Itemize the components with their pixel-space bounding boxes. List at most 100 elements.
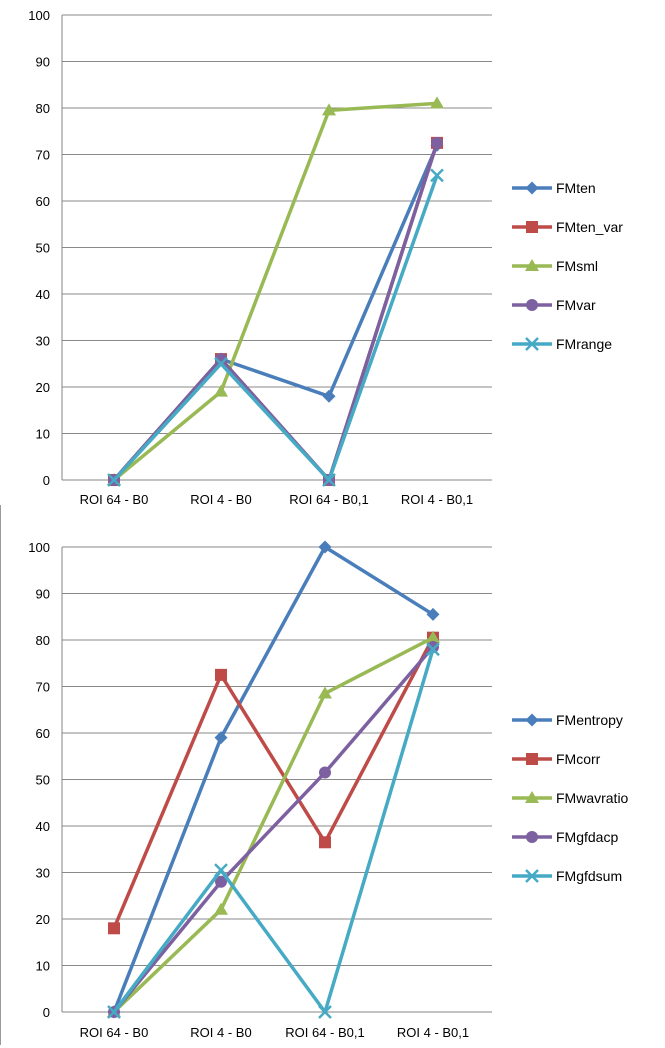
y-tick-label-10: 10 xyxy=(36,959,50,974)
legend-label-FMwavratio: FMwavratio xyxy=(556,790,629,806)
legend-item-FMvar: FMvar xyxy=(512,297,596,313)
legend-item-FMwavratio: FMwavratio xyxy=(512,790,629,806)
point-FMrange-4 xyxy=(430,168,444,183)
series-line-FMwavratio xyxy=(112,636,434,1014)
point-FMcorr-2 xyxy=(215,668,227,681)
legend-label-FMvar: FMvar xyxy=(556,297,596,313)
legend-label-FMentropy: FMentropy xyxy=(556,712,623,728)
legend-item-FMgfdsum: FMgfdsum xyxy=(512,868,622,884)
point-FMgfdsum-3 xyxy=(318,1005,332,1019)
point-FMrange-1 xyxy=(107,473,121,487)
point-FMwavratio-2 xyxy=(214,902,228,915)
legend-marker-FMvar xyxy=(526,299,538,311)
y-tick-label-70: 70 xyxy=(36,680,50,695)
series-line-FMcorr xyxy=(112,636,435,929)
legend-item-FMrange: FMrange xyxy=(512,336,612,352)
point-FMentropy-3 xyxy=(318,540,332,554)
series-FMwavratio xyxy=(107,630,440,1017)
legend-marker-FMgfdacp xyxy=(526,831,538,843)
y-tick-label-70: 70 xyxy=(36,148,50,163)
legend-marker-FMgfdsum xyxy=(525,869,539,883)
x-tick-label-2: ROI 4 - B0 xyxy=(190,492,251,507)
series-line-FMgfdacp xyxy=(112,645,435,1014)
point-FMsml-2 xyxy=(214,384,228,397)
legend-item-FMentropy: FMentropy xyxy=(512,712,623,728)
point-FMrange-3 xyxy=(322,473,336,487)
y-tick-label-80: 80 xyxy=(36,101,50,116)
x-tick-label-3: ROI 64 - B0,1 xyxy=(289,492,368,507)
point-FMgfdsum-4 xyxy=(426,642,440,657)
x-tick-label-1: ROI 64 - B0 xyxy=(80,1025,149,1040)
point-FMwavratio-3 xyxy=(318,686,332,699)
point-FMgfdacp-3 xyxy=(319,766,331,779)
legend-2: FMentropy FMcorr FMwavratio FMgfdacp FMgfdsu… xyxy=(512,712,629,884)
point-FMcorr-3 xyxy=(319,836,331,849)
point-FMgfdacp-2 xyxy=(215,875,227,888)
point-FMvar-4 xyxy=(431,136,443,149)
x-tick-label-4: ROI 4 - B0,1 xyxy=(397,1025,469,1040)
y-tick-label-20: 20 xyxy=(36,380,50,395)
legend-marker-FMrange xyxy=(525,337,539,351)
series-line-FMsml xyxy=(112,101,438,482)
chart-divider xyxy=(0,505,1,1045)
y-tick-label-60: 60 xyxy=(36,726,50,741)
legend-marker-FMten_var xyxy=(526,221,538,233)
y-tick-label-0: 0 xyxy=(43,1005,50,1020)
y-tick-label-0: 0 xyxy=(43,473,50,488)
point-FMgfdacp-4 xyxy=(427,640,439,653)
point-FMsml-3 xyxy=(322,103,336,116)
y-tick-label-80: 80 xyxy=(36,633,50,648)
point-FMrange-2 xyxy=(214,356,228,371)
y-tick-label-50: 50 xyxy=(36,773,50,788)
point-FMsml-4 xyxy=(430,96,444,109)
x-tick-label-4: ROI 4 - B0,1 xyxy=(401,492,473,507)
legend-item-FMgfdacp: FMgfdacp xyxy=(512,829,618,845)
series-FMgfdsum xyxy=(107,642,440,1019)
legend-label-FMgfdsum: FMgfdsum xyxy=(556,868,622,884)
legend-1: FMten FMten_var FMsml FMvar FMrange xyxy=(512,180,623,352)
x-tick-label-2: ROI 4 - B0 xyxy=(190,1025,251,1040)
legend-marker-FMentropy xyxy=(525,713,539,727)
series-FMgfdacp xyxy=(108,640,439,1018)
legend-marker-FMwavratio xyxy=(525,791,539,803)
point-FMcorr-1 xyxy=(108,922,120,935)
legend-label-FMsml: FMsml xyxy=(556,258,598,274)
legend-label-FMten: FMten xyxy=(556,180,596,196)
y-tick-label-90: 90 xyxy=(36,55,50,70)
y-tick-label-60: 60 xyxy=(36,194,50,209)
y-tick-label-10: 10 xyxy=(36,427,50,442)
series-FMrange xyxy=(107,168,444,487)
y-tick-label-40: 40 xyxy=(36,287,50,302)
x-tick-label-3: ROI 64 - B0,1 xyxy=(285,1025,364,1040)
point-FMgfdsum-2 xyxy=(214,863,228,878)
y-tick-label-30: 30 xyxy=(36,866,50,881)
series-FMcorr xyxy=(108,631,439,935)
legend-marker-FMten xyxy=(525,181,539,195)
legend-item-FMcorr: FMcorr xyxy=(512,751,601,767)
legend-label-FMrange: FMrange xyxy=(556,336,612,352)
y-tick-label-50: 50 xyxy=(36,241,50,256)
y-tick-label-100: 100 xyxy=(28,8,50,23)
legend-item-FMten: FMten xyxy=(512,180,596,196)
legend-marker-FMcorr xyxy=(526,753,538,765)
series-line-FMgfdsum xyxy=(112,648,435,1014)
legend-marker-FMsml xyxy=(525,259,539,271)
point-FMgfdsum-1 xyxy=(107,1005,121,1019)
legend-item-FMten_var: FMten_var xyxy=(512,219,623,235)
legend-label-FMcorr: FMcorr xyxy=(556,751,601,767)
y-tick-label-40: 40 xyxy=(36,819,50,834)
y-tick-label-20: 20 xyxy=(36,912,50,927)
y-tick-label-30: 30 xyxy=(36,334,50,349)
point-FMentropy-2 xyxy=(214,731,228,745)
y-tick-label-90: 90 xyxy=(36,587,50,602)
legend-item-FMsml: FMsml xyxy=(512,258,598,274)
point-FMentropy-4 xyxy=(426,607,440,621)
chart-1: 0 10 20 30 40 50 60 70 80 90 100 ROI 64 - B0 ROI 4 -… xyxy=(28,8,623,507)
series-line-FMentropy xyxy=(112,545,434,1013)
legend-label-FMgfdacp: FMgfdacp xyxy=(556,829,618,845)
y-tick-label-100: 100 xyxy=(28,540,50,555)
series-line-FMrange xyxy=(112,174,439,482)
point-FMwavratio-4 xyxy=(426,630,440,643)
chart-2: 0 10 20 30 40 50 60 70 80 90 100 ROI 64 - B0 ROI 4 -… xyxy=(28,540,628,1040)
